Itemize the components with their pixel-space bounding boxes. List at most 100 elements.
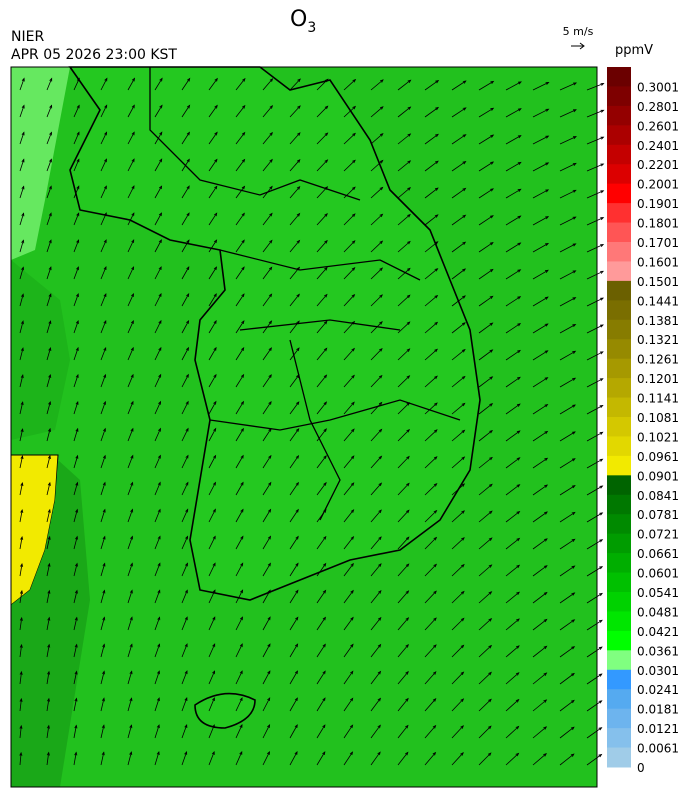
wind-arrow	[370, 375, 383, 388]
wind-arrow	[19, 429, 23, 442]
wind-arrow-head	[19, 616, 23, 621]
wind-arrow-head	[460, 644, 465, 649]
wind-arrow	[316, 348, 328, 361]
wind-arrow-head	[598, 646, 603, 650]
wind-arrow	[532, 484, 548, 496]
wind-arrow-head	[572, 136, 577, 140]
wind-arrow	[19, 402, 24, 415]
wind-arrow	[505, 135, 521, 145]
map	[10, 66, 605, 788]
wind-arrow-head	[572, 404, 576, 408]
wind-arrow	[19, 617, 23, 631]
wind-arrow	[451, 591, 465, 604]
wind-arrow	[100, 266, 107, 280]
wind-arrow-head	[406, 267, 411, 272]
wind-arrow-head	[488, 510, 493, 515]
wind-arrow	[127, 509, 133, 523]
wind-arrow-head	[185, 427, 189, 432]
wind-arrow-head	[460, 698, 465, 702]
wind-arrow-head	[267, 670, 271, 675]
wind-arrow	[289, 78, 301, 91]
colorbar-swatch	[607, 164, 631, 185]
wind-arrow-head	[76, 158, 80, 163]
wind-arrow	[559, 592, 575, 604]
wind-arrow-head	[159, 77, 163, 82]
wind-arrow	[505, 699, 519, 712]
wind-arrow-head	[378, 563, 382, 567]
wind-arrow-head	[572, 109, 577, 113]
wind-arrow-head	[186, 266, 190, 271]
wind-arrow-head	[185, 373, 189, 378]
wind-arrow-head	[20, 374, 24, 379]
wind-arrow-head	[462, 187, 467, 192]
wind-arrow-head	[323, 320, 328, 325]
wind-arrow	[208, 536, 216, 550]
wind-arrow	[127, 266, 134, 280]
wind-arrow-head	[598, 619, 603, 623]
wind-arrow	[424, 133, 439, 145]
wind-arrow	[73, 401, 79, 415]
wind-arrow-head	[130, 454, 134, 459]
wind-arrow	[19, 482, 23, 496]
wind-arrow	[262, 590, 271, 604]
wind-arrow	[181, 266, 190, 280]
wind-arrow-head	[130, 373, 134, 378]
wind-arrow-head	[102, 508, 106, 513]
wind-arrow	[181, 374, 189, 388]
wind-arrow-head	[19, 643, 23, 648]
wind-arrow-head	[295, 616, 299, 621]
wind-arrow-head	[407, 79, 412, 83]
wind-arrow-head	[600, 270, 605, 274]
wind-arrow	[208, 455, 216, 469]
wind-arrow	[154, 563, 161, 577]
wind-arrow-head	[462, 107, 467, 111]
wind-arrow	[451, 537, 465, 550]
wind-arrow	[370, 160, 383, 172]
wind-arrow-head	[462, 80, 467, 84]
colorbar-swatch	[607, 300, 631, 321]
wind-arrow	[532, 135, 549, 145]
wind-arrow	[127, 725, 132, 739]
wind-arrow	[559, 163, 577, 172]
wind-arrow	[19, 213, 24, 226]
wind-arrow-head	[211, 724, 215, 729]
wind-arrow	[235, 239, 245, 253]
wind-arrow	[478, 215, 494, 226]
wind-arrow	[100, 671, 105, 685]
wind-arrow-head	[158, 373, 162, 378]
wind-arrow	[289, 724, 298, 739]
wind-arrow	[370, 79, 384, 91]
wind-arrow	[208, 78, 218, 91]
wind-arrow	[235, 590, 243, 604]
wind-arrow	[586, 83, 604, 91]
wind-arrow-head	[407, 160, 412, 164]
wind-arrow	[586, 109, 604, 118]
wind-arrow	[289, 401, 300, 415]
wind-arrow	[19, 590, 23, 604]
wind-arrow	[451, 725, 464, 739]
wind-arrow-head	[20, 347, 24, 352]
wind-arrow-head	[213, 427, 217, 432]
wind-arrow-head	[296, 320, 300, 325]
wind-arrow-head	[102, 643, 106, 648]
colorbar-label: 0.0181	[637, 703, 679, 717]
wind-arrow-head	[545, 135, 550, 139]
wind-arrow-head	[599, 458, 604, 462]
wind-arrow-head	[489, 322, 494, 326]
wind-arrow-head	[461, 483, 466, 487]
wind-arrow-head	[20, 401, 24, 406]
wind-arrow-head	[350, 509, 355, 513]
wind-arrow	[451, 403, 465, 415]
wind-arrow-head	[48, 293, 52, 298]
wind-arrow	[559, 82, 577, 91]
wind-arrow	[532, 538, 548, 550]
wind-arrow	[127, 482, 133, 496]
wind-arrow	[424, 160, 439, 172]
wind-arrow	[235, 536, 244, 550]
wind-arrow	[100, 455, 106, 469]
wind-arrow-head	[460, 752, 464, 756]
wind-arrow-head	[434, 402, 438, 406]
wind-arrow	[397, 187, 411, 199]
colorbar-label: 0.0421	[637, 625, 679, 639]
wind-arrow	[46, 240, 52, 253]
